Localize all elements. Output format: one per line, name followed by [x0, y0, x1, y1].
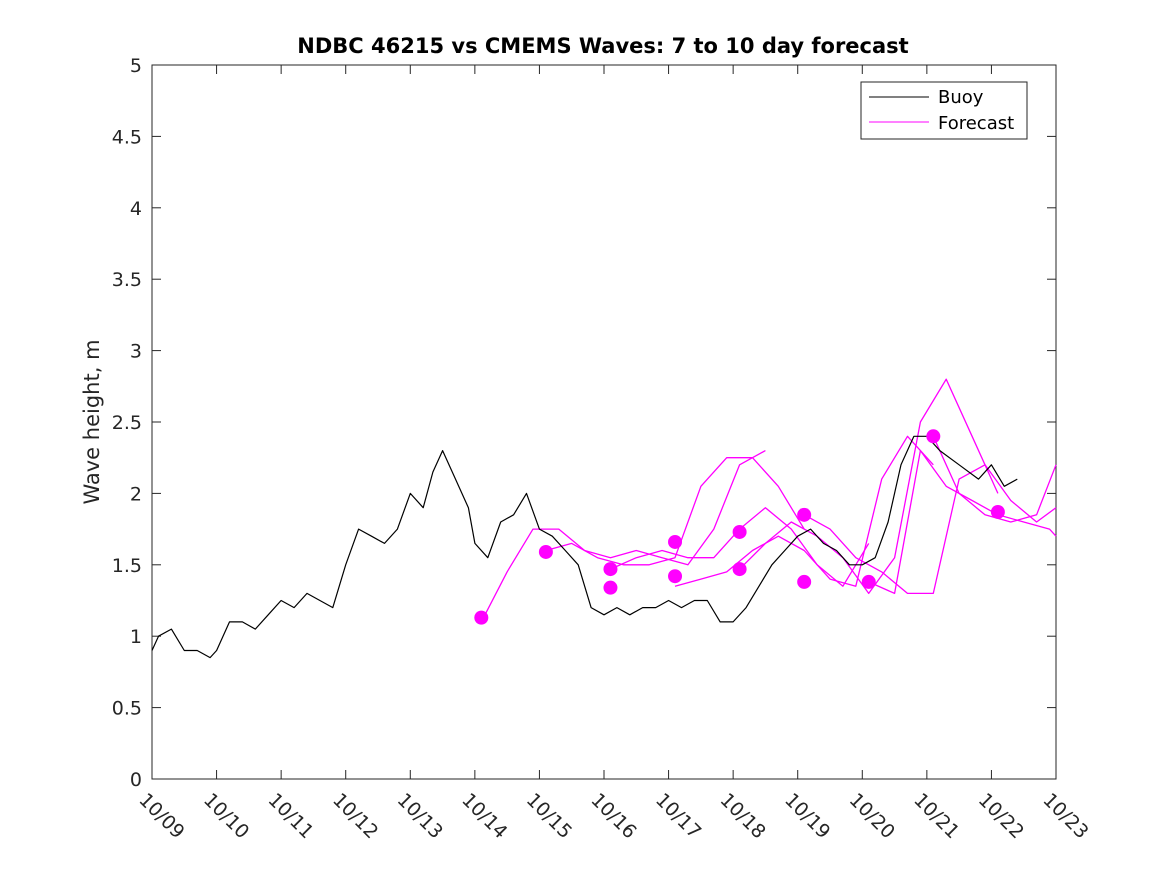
y-tick-label: 0.5 [112, 698, 142, 720]
buoy-line [151, 435, 1018, 659]
legend-box [860, 81, 1028, 140]
forecast-marker [474, 610, 489, 625]
y-tick-label: 1.5 [112, 555, 142, 577]
forecast-line [803, 464, 1057, 595]
y-tick-label: 2.5 [112, 412, 142, 434]
forecast-line [868, 449, 1057, 595]
forecast-line [545, 457, 805, 566]
y-axis-label: Wave height, m [80, 339, 104, 504]
forecast-marker [732, 524, 747, 539]
forecast-marker [668, 569, 683, 584]
y-tick-label: 4.5 [112, 126, 142, 148]
y-tick-label: 3 [130, 341, 142, 363]
y-tick-label: 5 [130, 55, 142, 77]
forecast-line [674, 435, 934, 587]
forecast-marker [990, 504, 1005, 519]
forecast-marker [603, 580, 618, 595]
legend-forecast-label: Forecast [938, 113, 1014, 134]
forecast-line [739, 378, 999, 595]
forecast-marker [926, 429, 941, 444]
y-tick-label: 2 [130, 483, 142, 505]
forecast-marker [861, 574, 876, 589]
y-tick-label: 0 [130, 769, 142, 791]
legend: Buoy Forecast [860, 81, 1028, 140]
y-tick-label: 4 [130, 198, 142, 220]
forecast-marker [668, 534, 683, 549]
forecast-marker [538, 544, 553, 559]
legend-buoy-label: Buoy [938, 87, 984, 108]
forecast-marker [797, 507, 812, 522]
forecast-marker [603, 562, 618, 577]
y-tick-label: 1 [130, 626, 142, 648]
forecast-marker [732, 562, 747, 577]
y-tick-label: 3.5 [112, 269, 142, 291]
forecast-line [480, 450, 766, 623]
forecast-marker [797, 574, 812, 589]
chart-title: NDBC 46215 vs CMEMS Waves: 7 to 10 day f… [297, 34, 908, 58]
